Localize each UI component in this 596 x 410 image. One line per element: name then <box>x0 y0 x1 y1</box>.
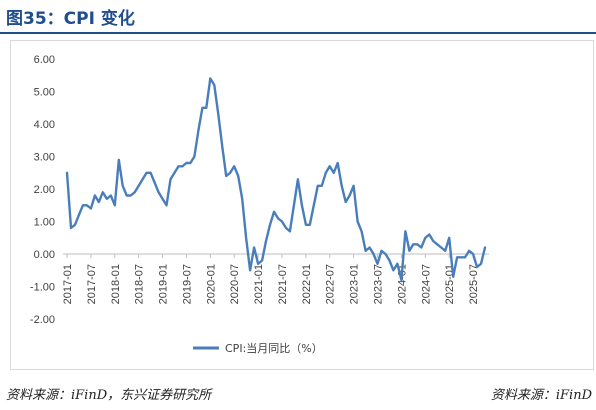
legend-label: CPI:当月同比（%） <box>225 341 323 355</box>
y-tick-label: -1.00 <box>30 282 55 294</box>
x-tick-label: 2024-07 <box>420 264 432 304</box>
x-tick-label: 2023-07 <box>373 264 385 304</box>
y-tick-label: 3.00 <box>34 152 55 164</box>
x-tick-label: 2023-01 <box>349 264 361 304</box>
source-note: 资料来源：iFinD，东兴证券研究所 <box>6 388 212 403</box>
x-tick-label: 2020-01 <box>205 264 217 304</box>
y-tick-label: -2.00 <box>30 314 55 326</box>
x-tick-label: 2020-07 <box>229 264 241 304</box>
figure-title: 图35：CPI 变化 <box>6 9 135 29</box>
y-tick-label: 1.00 <box>34 217 55 229</box>
title-underline <box>0 32 596 34</box>
cpi-line-chart: 6.00 5.00 4.00 3.00 2.00 1.00 0.00 -1.00 -2.00 20… <box>30 54 489 355</box>
y-tick-label: 0.00 <box>34 249 55 261</box>
y-tick-label: 5.00 <box>34 87 55 99</box>
x-tick-label: 2018-01 <box>110 264 122 304</box>
x-tick-label: 2021-07 <box>277 264 289 304</box>
x-tick-label: 2017-01 <box>62 264 74 304</box>
x-tick-label: 2019-01 <box>158 264 170 304</box>
x-tick-label: 2022-01 <box>301 264 313 304</box>
y-tick-label: 2.00 <box>34 184 55 196</box>
x-tick-label: 2018-07 <box>134 264 146 304</box>
y-tick-label: 4.00 <box>34 119 55 131</box>
x-tick-label: 2022-07 <box>325 264 337 304</box>
chart-panel: 6.00 5.00 4.00 3.00 2.00 1.00 0.00 -1.00 -2.00 20… <box>10 40 594 370</box>
x-tick-label: 2021-01 <box>253 264 265 304</box>
x-tick-label: 2025-07 <box>468 264 480 304</box>
source-note-right: 资料来源：iFinD <box>490 388 592 403</box>
x-tick-label: 2017-07 <box>86 264 98 304</box>
y-tick-label: 6.00 <box>34 54 55 66</box>
series-line-cpi <box>65 77 487 282</box>
x-tick-label: 2019-07 <box>181 264 193 304</box>
